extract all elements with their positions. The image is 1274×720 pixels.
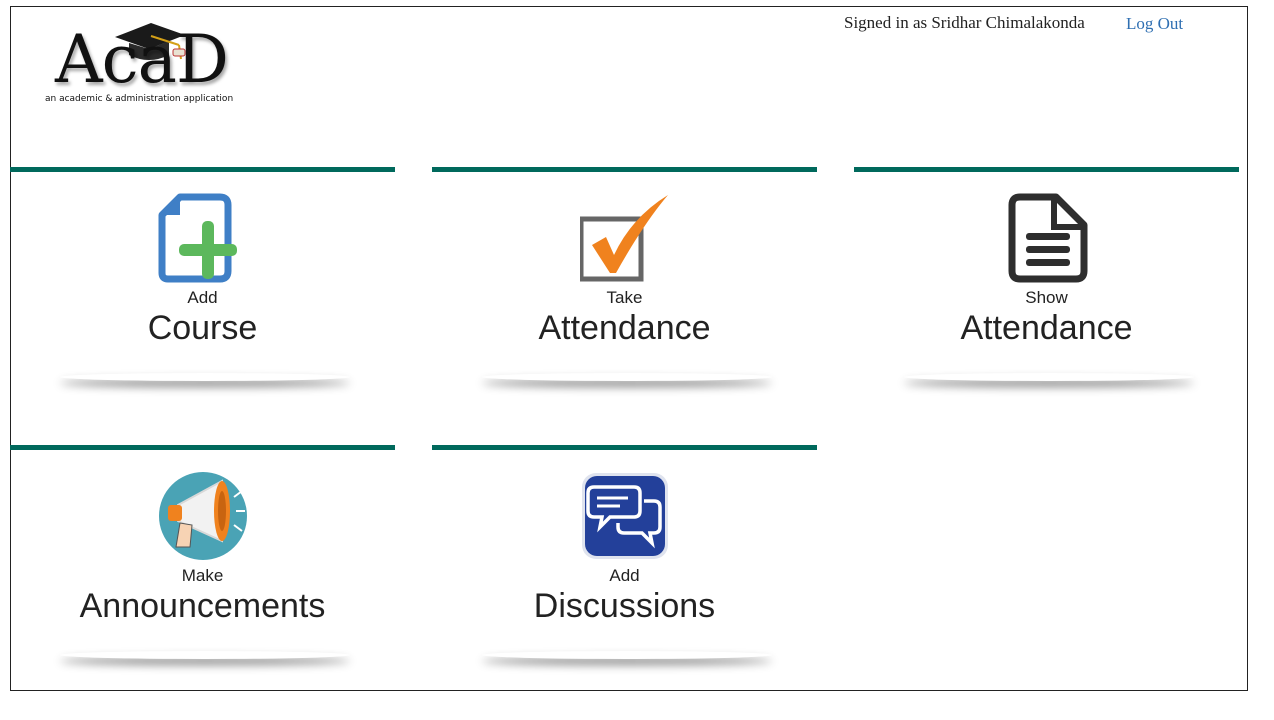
discussions-icon xyxy=(582,473,668,559)
tile-title: Discussions xyxy=(533,587,716,625)
logo-tagline: an academic & administration application xyxy=(45,94,234,104)
tile-shadow xyxy=(60,373,350,381)
tile-action-label: Take xyxy=(606,288,643,307)
tile-action-label: Add xyxy=(609,566,640,585)
tile-bar xyxy=(432,167,817,172)
add-course-icon xyxy=(158,193,237,283)
tile-title: Attendance xyxy=(960,309,1133,347)
tile-bar xyxy=(10,167,395,172)
megaphone-icon xyxy=(159,472,247,560)
tile-shadow xyxy=(904,373,1194,381)
tile-action-label: Make xyxy=(181,566,224,585)
logo-wordmark: AcaD xyxy=(55,21,229,98)
tile-action-label: Add xyxy=(187,288,218,307)
tile-take-attendance[interactable]: Take Attendance xyxy=(432,167,817,377)
tile-bar xyxy=(432,445,817,450)
show-attendance-icon xyxy=(1008,193,1088,283)
tile-show-attendance[interactable]: Show Attendance xyxy=(854,167,1239,377)
tile-title: Course xyxy=(147,309,258,347)
tile-action-label: Show xyxy=(1025,288,1068,307)
signed-in-text: Signed in as Sridhar Chimalakonda xyxy=(844,13,1085,32)
tile-add-discussions[interactable]: Add Discussions xyxy=(432,445,817,655)
tile-add-course[interactable]: Add Course xyxy=(10,167,395,377)
tile-shadow xyxy=(482,373,772,381)
tile-bar xyxy=(10,445,395,450)
tile-bar xyxy=(854,167,1239,172)
app-frame: AcaD an academic & administration applic… xyxy=(10,6,1248,691)
tile-title: Attendance xyxy=(538,309,711,347)
tile-shadow xyxy=(482,651,772,659)
graduation-cap-icon xyxy=(115,23,186,60)
logout-link[interactable]: Log Out xyxy=(1126,14,1184,33)
take-attendance-icon xyxy=(580,195,668,282)
acad-logo[interactable]: AcaD an academic & administration applic… xyxy=(41,17,271,109)
tile-shadow xyxy=(60,651,350,659)
tile-title: Announcements xyxy=(79,587,326,625)
tile-make-announcements[interactable]: Make Announcements xyxy=(10,445,395,655)
